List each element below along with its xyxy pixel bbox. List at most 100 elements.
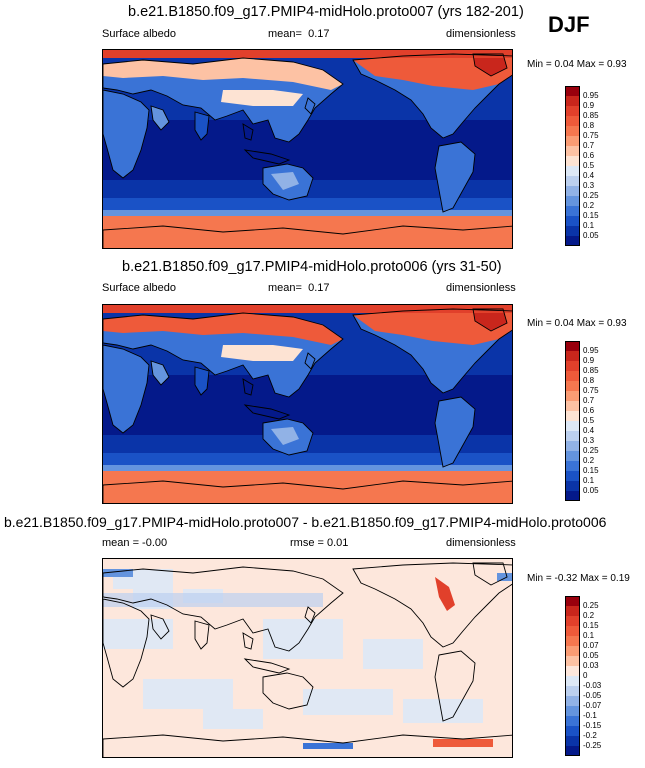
panel3-title: b.e21.B1850.f09_g17.PMIP4-midHolo.proto0… (4, 514, 607, 530)
panel3-map-blue-patch (363, 639, 423, 669)
panel3-units: dimensionless (446, 537, 516, 549)
panel2-map-greenland-fill (473, 309, 507, 331)
panel3-map-coast-greenland (472, 562, 508, 586)
panel3-map-fill (103, 559, 512, 757)
panel1-colorbar-tick-label: 0.2 (583, 201, 595, 210)
panel3-map-blue-patch (203, 709, 263, 729)
panel1-colorbar-tick-label: 0.15 (583, 211, 599, 220)
panel3-map-coast-arabia (150, 614, 170, 640)
panel1-colorbar-tick-label: 0.3 (583, 181, 595, 190)
panel3-colorbar-tick-label: 0.15 (583, 621, 599, 630)
panel1-map-coast-greenland (472, 53, 508, 77)
panel2-colorbar-frame (565, 341, 580, 501)
panel1-colorbar-tick-label: 0.05 (583, 231, 599, 240)
panel2-map-siberia-snow (103, 313, 343, 345)
panel3-colorbar-tick-label: 0 (583, 671, 588, 680)
panel1-colorbar-tick-label: 0.6 (583, 151, 595, 160)
panel1-mean-label: mean= (268, 28, 302, 40)
panel3-map-coast-australia (262, 672, 314, 710)
panel1-map (102, 49, 513, 249)
panel2-mean-value: 0.17 (308, 282, 330, 294)
panel2-mean-label: mean= (268, 282, 302, 294)
panel1-colorbar-tick-label: 0.95 (583, 91, 599, 100)
panel1-colorbar-frame (565, 86, 580, 246)
panel3-map-coastlines (103, 562, 512, 757)
panel1-map-coast-antarctica (103, 225, 512, 248)
panel2-colorbar-tick-label: 0.15 (583, 466, 599, 475)
panel2-colorbar-tick-label: 0.3 (583, 436, 595, 445)
panel2-map-coast-eurasia (103, 312, 344, 398)
panel2-minmax: Min = 0.04 Max = 0.93 (527, 318, 627, 329)
panel2-map-coast-arabia (150, 360, 170, 386)
panel3-map-blue-patch (143, 679, 233, 709)
panel3-map-coldspot (303, 743, 353, 749)
panel1-map-fill (103, 50, 512, 248)
panel1-map-sea-ice-edge (103, 210, 512, 218)
panel3-map-coast-india (194, 620, 210, 650)
panel2-colorbar-tick-label: 0.7 (583, 396, 595, 405)
panel3-colorbar-tick-label: 0.07 (583, 641, 599, 650)
panel2-colorbar-tick-label: 0.6 (583, 406, 595, 415)
panel2-map-australia-desert (271, 427, 299, 445)
panel2-map-coast-antarctica (103, 480, 512, 503)
panel2-map-antarctic (103, 471, 512, 503)
panel2-map-africa-fill (103, 345, 149, 433)
panel1-colorbar-tick-label: 0.5 (583, 161, 595, 170)
panel3-minmax: Min = -0.32 Max = 0.19 (527, 573, 630, 584)
panel3-rmse: rmse = 0.01 (290, 537, 349, 549)
panel1-title: b.e21.B1850.f09_g17.PMIP4-midHolo.proto0… (128, 4, 524, 20)
panel2-map-fill (103, 305, 512, 503)
panel3-map-blue-patch (303, 689, 393, 715)
panel3-map-blue-patch (263, 619, 343, 659)
panel1-map-greenland-fill (473, 54, 507, 76)
panel3-mean: mean = -0.00 (102, 537, 168, 549)
panel2-colorbar-tick-label: 0.85 (583, 366, 599, 375)
panel1-map-coast-eurasia (103, 57, 344, 143)
panel2-colorbar-tick-label: 0.1 (583, 476, 595, 485)
panel1-mean: mean= 0.17 (268, 28, 330, 40)
panel1-map-coast-seasia (242, 123, 254, 141)
panel3-map (102, 558, 513, 758)
panel3-colorbar-tick-label: 0.25 (583, 601, 599, 610)
panel2-title: b.e21.B1850.f09_g17.PMIP4-midHolo.proto0… (122, 259, 502, 275)
panel2-map-coast-seasia (242, 378, 254, 396)
panel2-map-arctic-ice (103, 305, 512, 313)
panel1-map-coast-japan (304, 97, 316, 115)
panel3-map-hotspot (435, 577, 455, 611)
panel1-units: dimensionless (446, 28, 516, 40)
panel1-map-svg (103, 50, 512, 248)
panel2-variable-label: Surface albedo (102, 282, 176, 294)
panel2-mean: mean= 0.17 (268, 282, 330, 294)
panel3-map-coast-japan (304, 606, 316, 624)
panel1-map-antarctic (103, 216, 512, 248)
panel3-map-coldspot (103, 569, 133, 577)
panel3-map-coast-seasia (242, 632, 254, 650)
panel1-map-coast-arabia (150, 105, 170, 131)
panel2-map-coastlines (103, 308, 512, 503)
panel3-map-coast-eurasia (103, 566, 344, 652)
panel2-colorbar-tick-label: 0.95 (583, 346, 599, 355)
panel1-colorbar-tick-label: 0.8 (583, 121, 595, 130)
season-label: DJF (548, 12, 590, 37)
panel2-map-coast-japan (304, 352, 316, 370)
panel2-map-coast-india (194, 366, 210, 396)
panel1-colorbar-tick-label: 0.75 (583, 131, 599, 140)
panel2-colorbar-tick-label: 0.8 (583, 376, 595, 385)
panel1-map-samerica-fill (435, 142, 475, 212)
panel3-colorbar-tick-label: 0.2 (583, 611, 595, 620)
panel2-map-coast-greenland (472, 308, 508, 332)
panel1-map-asia-snow (221, 90, 303, 106)
panel2-colorbar-tick-label: 0.2 (583, 456, 595, 465)
panel3-colorbar-tick-label: 0.05 (583, 651, 599, 660)
panel3-colorbar-frame (565, 596, 580, 756)
panel1-map-coast-samerica (434, 141, 476, 213)
panel1-colorbar-tick-label: 0.9 (583, 101, 595, 110)
panel2-map-coast-australia (262, 418, 314, 456)
panel2-units: dimensionless (446, 282, 516, 294)
panel2-map-coast-indonesia (243, 404, 291, 420)
panel1-map-coast-africa (103, 89, 150, 179)
panel1-map-australia-desert (271, 172, 299, 190)
panel1-colorbar-tick-label: 0.7 (583, 141, 595, 150)
panel3-map-svg (103, 559, 512, 757)
panel3-colorbar-tick-label: -0.05 (583, 691, 602, 700)
